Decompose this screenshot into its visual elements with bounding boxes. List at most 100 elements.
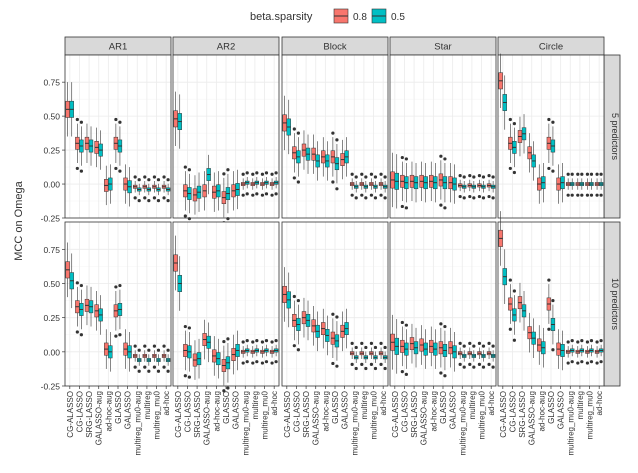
x-tick-label: multireg_mu0-aug xyxy=(241,391,250,455)
outlier-point xyxy=(570,360,574,364)
x-tick-label: GALASSO xyxy=(557,391,566,429)
outlier-point xyxy=(458,362,462,367)
outlier-point xyxy=(241,172,245,176)
outlier-point xyxy=(472,365,476,369)
panel-border xyxy=(281,54,389,219)
outlier-point xyxy=(364,175,368,179)
x-tick-label: CG-ALASSO xyxy=(174,391,183,438)
outlier-point xyxy=(183,214,187,218)
outlier-point xyxy=(595,193,599,197)
outlier-point xyxy=(255,360,259,364)
panel xyxy=(172,221,280,393)
outlier-point xyxy=(491,344,495,348)
outlier-point xyxy=(222,172,226,176)
outlier-point xyxy=(547,278,551,282)
outlier-point xyxy=(264,171,269,175)
outlier-point xyxy=(251,193,255,197)
outlier-point xyxy=(585,172,590,176)
outlier-point xyxy=(331,131,335,135)
outlier-point xyxy=(133,365,137,369)
outlier-point xyxy=(331,180,335,184)
outlier-point xyxy=(79,283,83,288)
outlier-point xyxy=(481,196,486,200)
x-tick-label: multireg_mu0 xyxy=(261,390,270,439)
outlier-point xyxy=(487,174,491,178)
outlier-point xyxy=(270,193,274,197)
outlier-point xyxy=(508,278,512,282)
outlier-point xyxy=(335,315,339,319)
outlier-point xyxy=(222,389,226,393)
x-tick-label: SRG-LASSO xyxy=(302,391,311,438)
x-tick-label: CG-LASSO xyxy=(75,391,84,432)
y-tick-label: 0.75 xyxy=(43,245,60,255)
outlier-point xyxy=(508,117,512,122)
outlier-point xyxy=(369,193,374,197)
outlier-point xyxy=(331,312,335,316)
outlier-point xyxy=(292,294,296,299)
outlier-point xyxy=(350,341,354,345)
panel xyxy=(389,221,497,387)
outlier-point xyxy=(137,199,141,203)
outlier-point xyxy=(443,374,447,378)
outlier-point xyxy=(379,172,383,176)
column-strip-label: Circle xyxy=(539,42,563,53)
outlier-point xyxy=(512,338,516,342)
outlier-point xyxy=(292,127,296,131)
outlier-point xyxy=(156,348,161,352)
outlier-point xyxy=(547,117,551,122)
y-tick-label: -0.25 xyxy=(41,382,61,392)
outlier-point xyxy=(599,339,603,343)
outlier-point xyxy=(369,341,374,345)
outlier-point xyxy=(187,217,191,221)
outlier-point xyxy=(595,172,599,176)
panel-border xyxy=(64,54,172,219)
outlier-point xyxy=(360,172,364,176)
outlier-point xyxy=(462,344,466,348)
outlier-point xyxy=(274,360,278,364)
outlier-point xyxy=(508,166,512,171)
column-strip-label: AR1 xyxy=(109,42,127,53)
y-tick-label: 0.00 xyxy=(43,347,60,357)
outlier-point xyxy=(156,199,161,203)
outlier-point xyxy=(114,334,118,338)
outlier-point xyxy=(274,192,278,196)
outlier-point xyxy=(468,362,472,367)
outlier-point xyxy=(350,172,354,176)
y-axis-title: MCC on Omega xyxy=(13,180,25,260)
outlier-point xyxy=(383,196,387,200)
x-tick-label: multireg_mu0 xyxy=(153,390,162,439)
outlier-point xyxy=(512,121,516,126)
x-tick-label: CG-LASSO xyxy=(508,391,517,432)
outlier-point xyxy=(458,194,462,199)
x-tick-label: ad-hoc xyxy=(270,391,279,415)
outlier-point xyxy=(551,169,555,173)
outlier-point xyxy=(354,196,358,200)
x-tick-label: GALASSO-aug xyxy=(528,391,537,445)
outlier-point xyxy=(255,171,259,175)
outlier-point xyxy=(137,178,141,182)
outlier-point xyxy=(369,362,374,367)
x-tick-label: multireg xyxy=(360,391,369,419)
outlier-point xyxy=(241,193,245,197)
x-tick-label: multireg xyxy=(576,391,585,419)
x-tick-label: SRG-LASSO xyxy=(518,391,527,438)
outlier-point xyxy=(512,170,516,175)
outlier-point xyxy=(576,193,580,197)
outlier-point xyxy=(400,204,404,209)
outlier-point xyxy=(75,281,79,285)
x-tick-label: ad-hoc xyxy=(487,391,496,415)
outlier-point xyxy=(589,172,594,176)
y-tick-label: 0.50 xyxy=(43,279,60,289)
x-tick-label: CG-ALASSO xyxy=(283,391,292,438)
outlier-point xyxy=(400,370,404,374)
outlier-point xyxy=(439,322,443,326)
outlier-point xyxy=(443,206,447,210)
x-tick-label: multireg_mu0 xyxy=(370,390,379,439)
outlier-point xyxy=(274,171,278,175)
legend-label-0.5: 0.5 xyxy=(391,12,405,23)
outlier-point xyxy=(270,361,274,365)
y-tick-label: 0.00 xyxy=(43,180,60,190)
x-tick-label: ad-hoc-aug xyxy=(321,391,330,431)
outlier-point xyxy=(183,324,187,329)
